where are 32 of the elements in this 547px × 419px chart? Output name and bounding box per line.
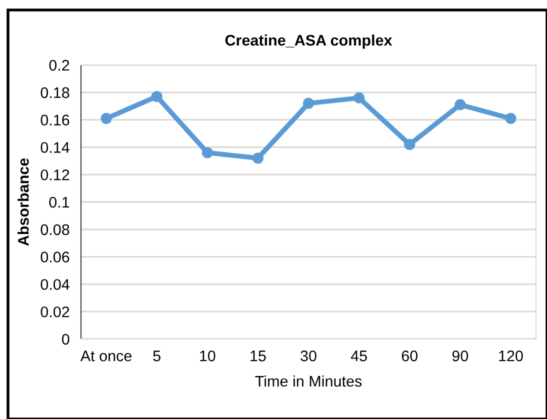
y-axis-title: Absorbance xyxy=(18,158,29,246)
y-tick-label: 0.2 xyxy=(49,60,70,71)
chart-title: Creatine_ASA complex xyxy=(225,34,392,49)
y-tick-label: 0.02 xyxy=(40,306,70,318)
x-tick-label: At once xyxy=(80,350,132,362)
y-tick-label: 0 xyxy=(62,334,70,345)
point xyxy=(202,147,213,158)
x-tick-label: 15 xyxy=(250,350,266,362)
y-tick-label: 0.18 xyxy=(40,87,70,98)
x-tick-label: 120 xyxy=(499,350,523,362)
y-tick-label: 0.14 xyxy=(40,142,70,153)
x-axis-title: Time in Minutes xyxy=(255,375,362,387)
point xyxy=(454,99,466,110)
y-tick-label: 0.16 xyxy=(40,114,70,126)
x-tick-label: 60 xyxy=(402,350,418,362)
x-tick-label: 5 xyxy=(153,350,160,362)
point xyxy=(252,152,264,164)
point xyxy=(100,112,112,124)
point xyxy=(151,90,162,102)
x-tick-label: 90 xyxy=(452,350,468,362)
x-tick-label: 30 xyxy=(300,350,316,362)
y-tick-label: 0.12 xyxy=(40,169,70,180)
point xyxy=(302,98,314,109)
y-tick-label: 0.06 xyxy=(40,252,70,262)
y-tick-label: 0.1 xyxy=(49,196,70,208)
point xyxy=(505,112,516,124)
point xyxy=(404,138,416,150)
x-tick-label: 45 xyxy=(350,350,367,362)
y-tick-label: 0.08 xyxy=(40,224,70,236)
point xyxy=(354,92,365,104)
y-tick-label: 0.04 xyxy=(40,279,70,290)
x-tick-label: 10 xyxy=(200,350,216,362)
